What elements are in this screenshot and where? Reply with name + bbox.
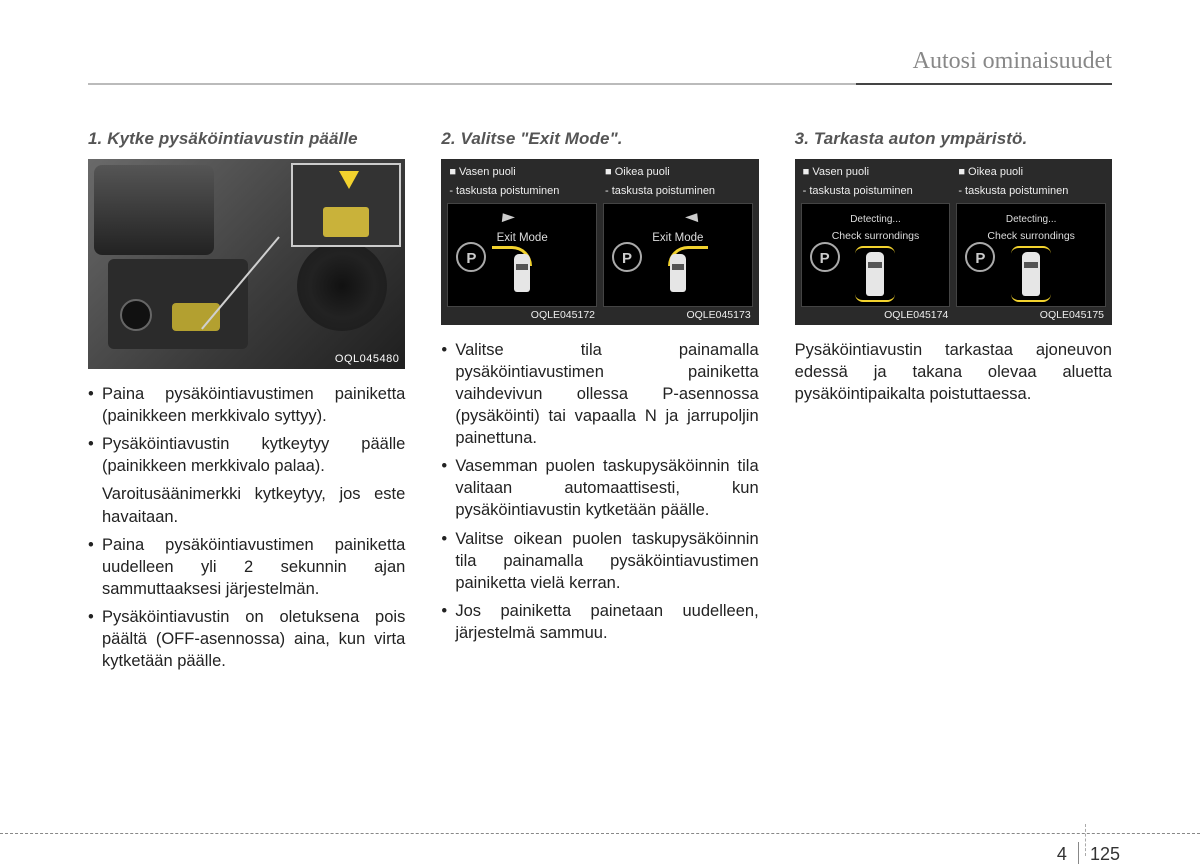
exit-arrow-right-icon (685, 210, 701, 222)
figure-check-surroundings-screens: ■ Vasen puoli - taskusta poistuminen P D… (795, 159, 1112, 325)
page-body: Autosi ominaisuudet 1. Kytke pysäköintia… (0, 0, 1200, 678)
figure-code: OQL045480 (335, 353, 399, 365)
car-icon (1022, 252, 1040, 296)
step-3-paragraph: Pysäköintiavustin tarkastaa ajoneuvon ed… (795, 339, 1112, 405)
bullet-item: Pysäköintiavustin on oletuksena pois pää… (88, 606, 405, 672)
gear-shifter (94, 165, 214, 255)
page-header-title: Autosi ominaisuudet (88, 48, 1112, 79)
bullet-item: Vasemman puolen taskupysäköinnin tila va… (441, 455, 758, 521)
figure-code-left: OQLE045172 (447, 309, 597, 321)
screen-left-label-2: - taskusta poistuminen (447, 184, 597, 203)
step-1-bullets-cont: Paina pysäköintiavustimen painiketta uud… (88, 534, 405, 673)
cluster-screen-right: P Exit Mode (603, 203, 753, 307)
detecting-text: Detecting... (957, 214, 1105, 225)
screen-right-label-2: - taskusta poistuminen (956, 184, 1106, 203)
column-3: 3. Tarkasta auton ympäristö. ■ Vasen puo… (795, 129, 1112, 678)
bullet-item: Pysäköintiavustin kytkeytyy päälle (pain… (88, 433, 405, 477)
bullet-item: Jos painiketta painetaan uudelleen, järj… (441, 600, 758, 644)
sonar-rear-icon (1011, 294, 1051, 302)
column-2: 2. Valitse "Exit Mode". ■ Vasen puoli - … (441, 129, 758, 678)
exit-arrow-left-icon (499, 210, 515, 222)
cluster-screen-left: P Exit Mode (447, 203, 597, 307)
check-surroundings-text: Check surrondings (802, 230, 950, 242)
step-3-title: 3. Tarkasta auton ympäristö. (795, 129, 1112, 149)
screen-right-label-2: - taskusta poistuminen (603, 184, 753, 203)
park-assist-button-zoom (323, 207, 369, 237)
bullet-item: Valitse tila painamalla pysäköintiavusti… (441, 339, 758, 450)
step-2-title: 2. Valitse "Exit Mode". (441, 129, 758, 149)
page-number-divider (1078, 842, 1079, 864)
bullet-item: Paina pysäköintiavustimen painiketta (pa… (88, 383, 405, 427)
bullet-item: Paina pysäköintiavustimen painiketta uud… (88, 534, 405, 600)
screen-right-wrap: ■ Oikea puoli - taskusta poistuminen P E… (603, 165, 753, 307)
detecting-text: Detecting... (802, 214, 950, 225)
screen-left-wrap: ■ Vasen puoli - taskusta poistuminen P D… (801, 165, 951, 307)
p-gear-icon: P (612, 242, 642, 272)
figure-code-right: OQLE045173 (603, 309, 753, 321)
header-rule (88, 83, 1112, 85)
figure-console-photo: OQL045480 (88, 159, 405, 369)
press-arrow-icon (339, 171, 359, 189)
three-column-layout: 1. Kytke pysäköintiavustin päälle OQL045… (88, 129, 1112, 678)
chapter-number: 4 (1057, 844, 1067, 864)
screen-left-label-1: ■ Vasen puoli (801, 165, 951, 184)
screen-right-label-1: ■ Oikea puoli (956, 165, 1106, 184)
figure-code-left: OQLE045174 (801, 309, 951, 321)
exit-mode-text: Exit Mode (604, 232, 752, 244)
screen-right-label-1: ■ Oikea puoli (603, 165, 753, 184)
exit-mode-text: Exit Mode (448, 232, 596, 244)
check-surroundings-text: Check surrondings (957, 230, 1105, 242)
sub-paragraph: Varoitusäänimerkki kytkeytyy, jos este h… (88, 483, 405, 527)
screen-left-label-2: - taskusta poistuminen (801, 184, 951, 203)
p-gear-icon: P (965, 242, 995, 272)
page-number: 4 125 (1057, 842, 1120, 865)
car-icon (670, 254, 686, 292)
bullet-item: Valitse oikean puolen taskupysäköinnin t… (441, 528, 758, 594)
step-2-bullets: Valitse tila painamalla pysäköintiavusti… (441, 339, 758, 644)
step-1-bullets: Paina pysäköintiavustimen painiketta (pa… (88, 383, 405, 477)
cup-holder (297, 241, 387, 331)
inset-zoom (291, 163, 401, 247)
screen-left-wrap: ■ Vasen puoli - taskusta poistuminen P E… (447, 165, 597, 307)
p-gear-icon: P (810, 242, 840, 272)
car-icon (866, 252, 884, 296)
column-1: 1. Kytke pysäköintiavustin päälle OQL045… (88, 129, 405, 678)
epb-button (120, 299, 152, 331)
figure-code-right: OQLE045175 (956, 309, 1106, 321)
screen-left-label-1: ■ Vasen puoli (447, 165, 597, 184)
car-icon (514, 254, 530, 292)
button-panel (108, 259, 248, 349)
cluster-screen-right: P Detecting... Check surrondings (956, 203, 1106, 307)
screen-right-wrap: ■ Oikea puoli - taskusta poistuminen P D… (956, 165, 1106, 307)
page-number-value: 125 (1090, 844, 1120, 864)
p-gear-icon: P (456, 242, 486, 272)
page-footer: 4 125 (0, 833, 1200, 838)
cluster-screen-left: P Detecting... Check surrondings (801, 203, 951, 307)
figure-exit-mode-screens: ■ Vasen puoli - taskusta poistuminen P E… (441, 159, 758, 325)
sonar-rear-icon (855, 294, 895, 302)
step-1-title: 1. Kytke pysäköintiavustin päälle (88, 129, 405, 149)
